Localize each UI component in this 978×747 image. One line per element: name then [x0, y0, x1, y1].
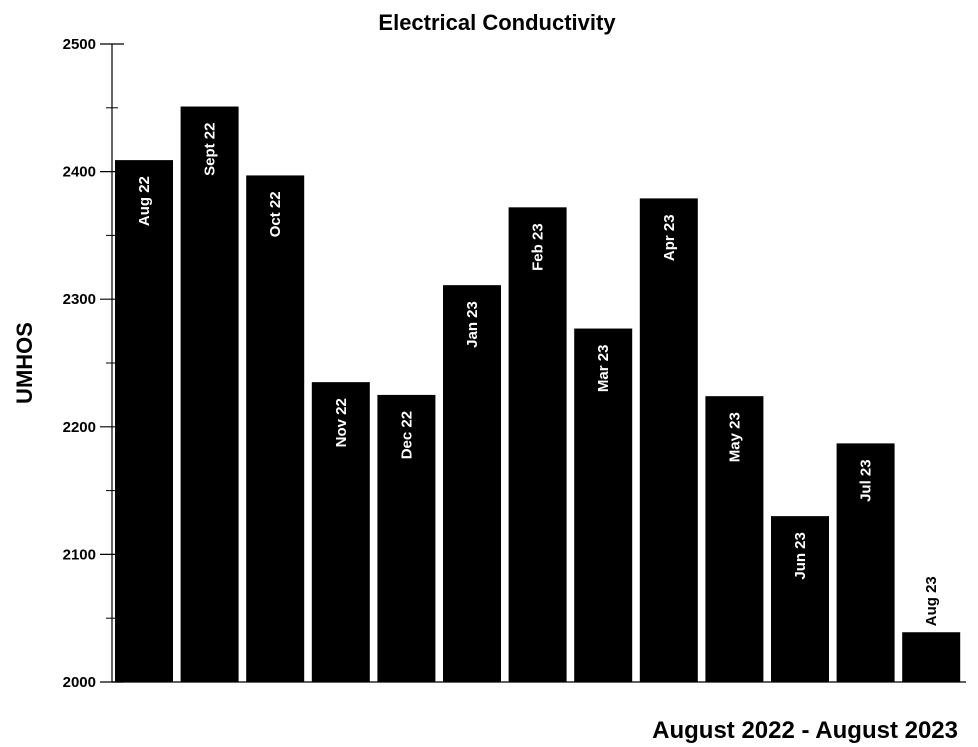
bar — [574, 328, 633, 682]
bar — [443, 285, 501, 682]
bar-label: Dec 22 — [398, 411, 415, 459]
bar — [508, 207, 567, 682]
bar-label: Jun 23 — [792, 532, 809, 580]
bar — [246, 175, 305, 683]
y-tick-label: 2500 — [63, 36, 96, 53]
y-ticks: 2000 2100 2200 2300 2400 2500 — [63, 36, 124, 691]
y-tick-label: 2000 — [63, 674, 96, 691]
bar-label: Apr 23 — [661, 214, 678, 261]
bar-label: Sept 22 — [202, 123, 219, 176]
bar — [180, 106, 239, 683]
bar-label: Nov 22 — [333, 398, 350, 447]
bar — [836, 443, 895, 682]
bar-label: Feb 23 — [530, 223, 547, 271]
bar-label: Jan 23 — [464, 301, 481, 348]
bar-label: Aug 23 — [923, 576, 940, 626]
bar-label: Aug 22 — [136, 176, 153, 226]
bar-label: Jul 23 — [858, 459, 875, 502]
bar — [902, 632, 961, 682]
chart-title: Electrical Conductivity — [378, 10, 616, 35]
bar-label: Oct 22 — [267, 191, 284, 237]
y-tick-label: 2200 — [63, 419, 96, 436]
bar — [311, 382, 370, 682]
x-axis-label: August 2022 - August 2023 — [652, 717, 958, 744]
y-axis-label: UMHOS — [12, 322, 37, 404]
bar — [639, 198, 698, 682]
bar — [115, 160, 173, 683]
bar-label: May 23 — [726, 412, 743, 462]
y-tick-label: 2300 — [63, 291, 96, 308]
bar — [705, 396, 764, 682]
bar — [771, 516, 829, 682]
bars: Aug 22 Sept 22 Oct 22 Nov 22 Dec 22 Jan 23 Feb… — [115, 106, 961, 683]
bar — [377, 394, 436, 682]
y-tick-label: 2100 — [63, 546, 96, 563]
bar-label: Mar 23 — [595, 345, 612, 393]
y-tick-label: 2400 — [63, 164, 96, 181]
